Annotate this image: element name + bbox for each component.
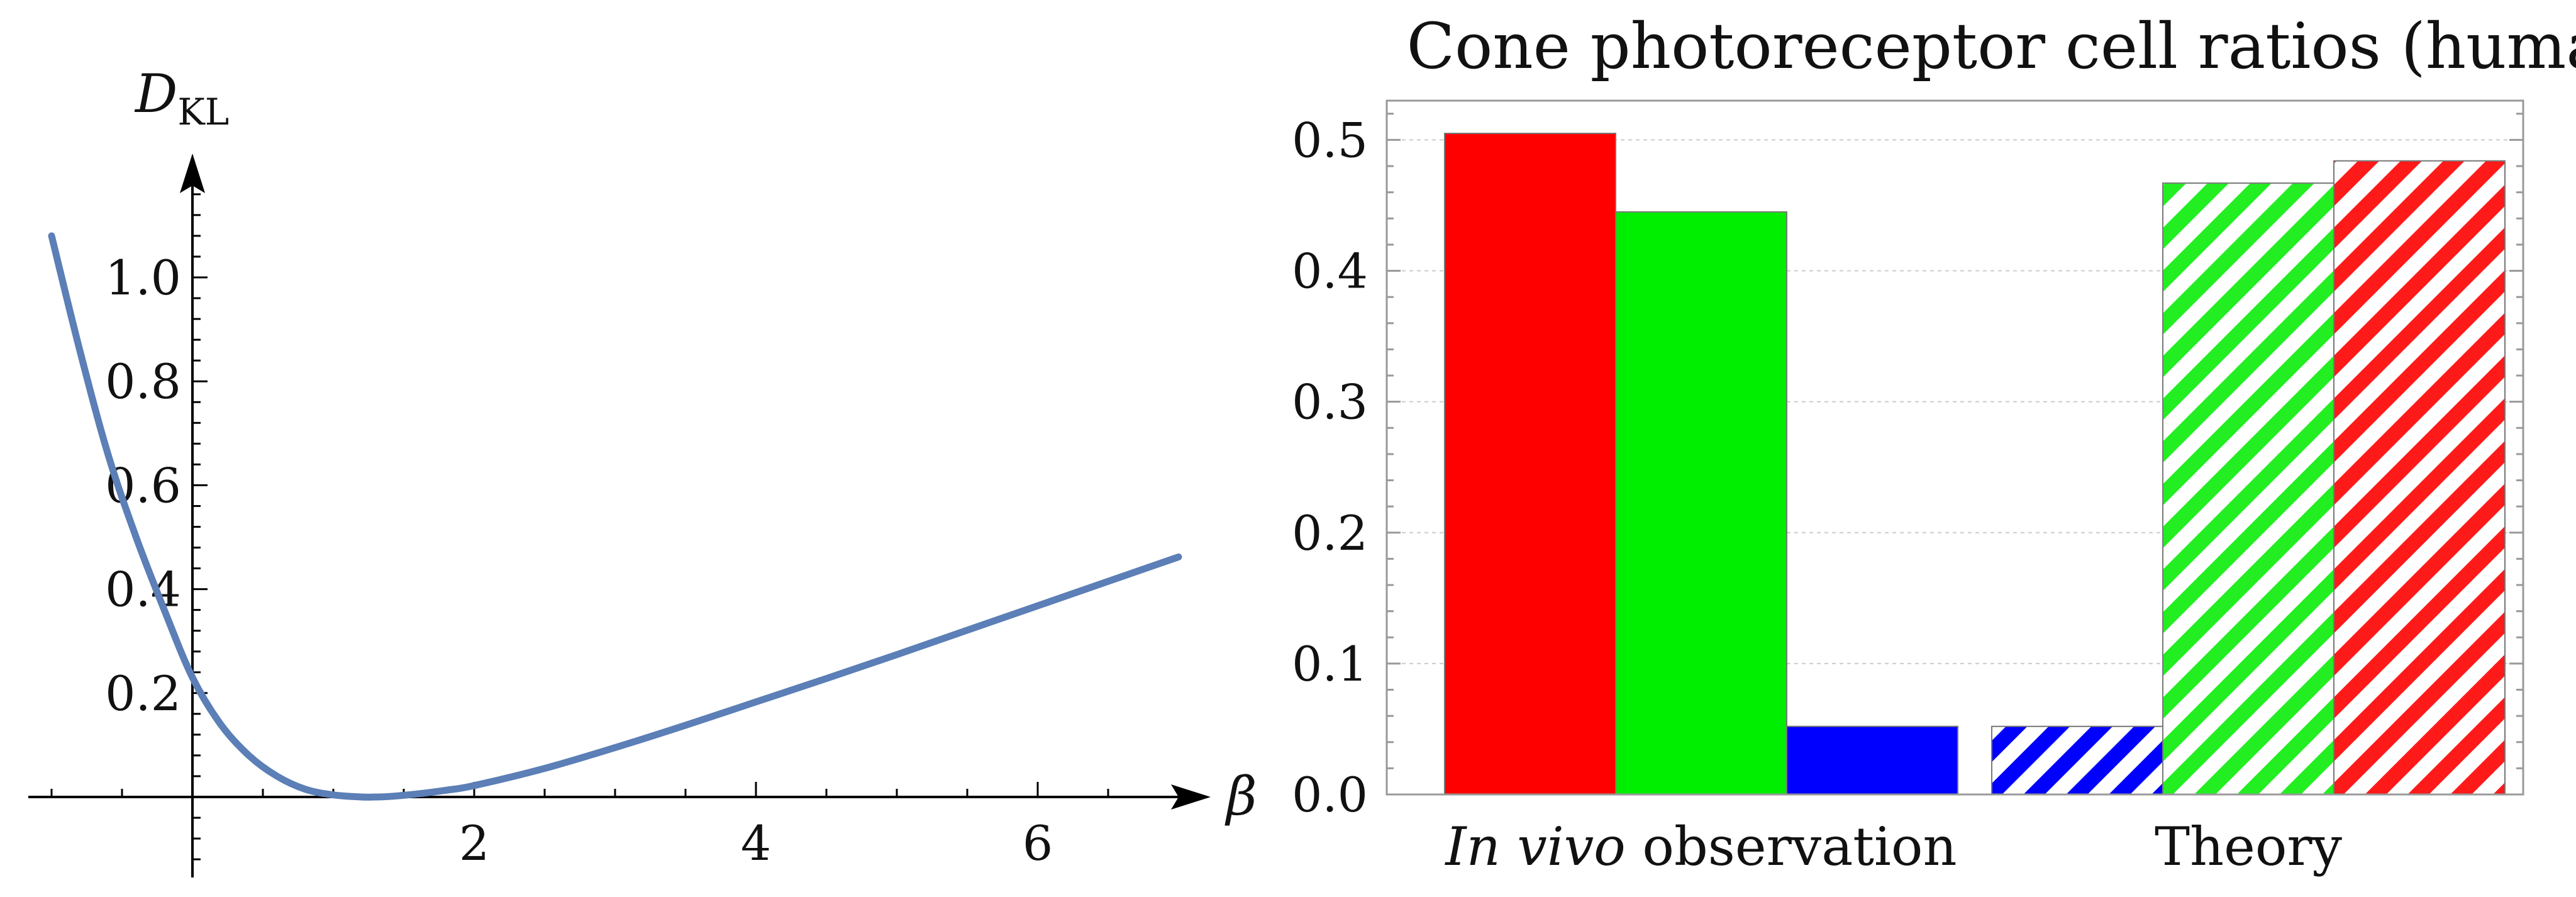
y-tick-label: 1.0 [105, 250, 181, 306]
x-axis-label: β [1224, 766, 1257, 827]
y-tick-label: 0.5 [1292, 112, 1368, 168]
category-label-text: Theory [2155, 816, 2343, 878]
y-tick-label: 0.3 [1292, 374, 1368, 430]
chart-title: Cone photoreceptor cell ratios (human) [1407, 9, 2576, 83]
bar-observation-red-cones [1444, 133, 1616, 795]
y-axis-label-sub: KL [177, 91, 229, 133]
series-line-dkl [48, 232, 1182, 801]
category-label: Theory [2155, 816, 2343, 878]
x-axis-arrow [1171, 784, 1211, 810]
bar-observation-green-cones [1615, 211, 1787, 795]
bar-theory-blue-cones [1991, 725, 2163, 795]
dkl-line-chart: 2 4 60.20.40.60.81.0 β DKL [28, 63, 1257, 878]
bar-theory-red-cones [2333, 160, 2506, 796]
tick-labels: 0.0 0.1 0.2 0.3 0.4 0.5 [1292, 112, 1368, 823]
bars [1444, 133, 2506, 796]
y-tick-label: 0.1 [1292, 636, 1368, 692]
category-label-italic: In vivo [1444, 816, 1625, 878]
y-axis-arrow [180, 153, 205, 193]
y-tick-label: 0.4 [105, 562, 181, 618]
tick-labels: 2 4 60.20.40.60.81.0 [105, 250, 1053, 871]
y-tick-label: 0.2 [1292, 505, 1368, 561]
y-tick-label: 0.0 [1292, 767, 1368, 823]
axis-ticks [1387, 113, 2523, 796]
category-label: In vivo observation [1444, 816, 1957, 878]
plot-frame [1385, 99, 2524, 796]
y-tick-label: 0.2 [105, 666, 181, 722]
cone-ratio-bar-chart: Cone photoreceptor cell ratios (human) 0… [1292, 9, 2576, 878]
category-label-text: observation [1626, 816, 1957, 878]
y-axis-label-main: D [134, 63, 177, 125]
y-axis-label: DKL [134, 63, 229, 133]
category-labels: In vivo observation Theory [1444, 816, 2342, 878]
x-tick-label: 6 [1023, 815, 1053, 871]
x-tick-label: 2 [459, 815, 489, 871]
bar-observation-blue-cones [1786, 725, 1958, 795]
axis-ticks [50, 193, 1180, 861]
y-tick-label: 0.8 [105, 354, 181, 410]
bar-theory-green-cones [2162, 182, 2334, 795]
x-tick-label: 4 [741, 815, 771, 871]
y-tick-label: 0.4 [1292, 243, 1368, 299]
